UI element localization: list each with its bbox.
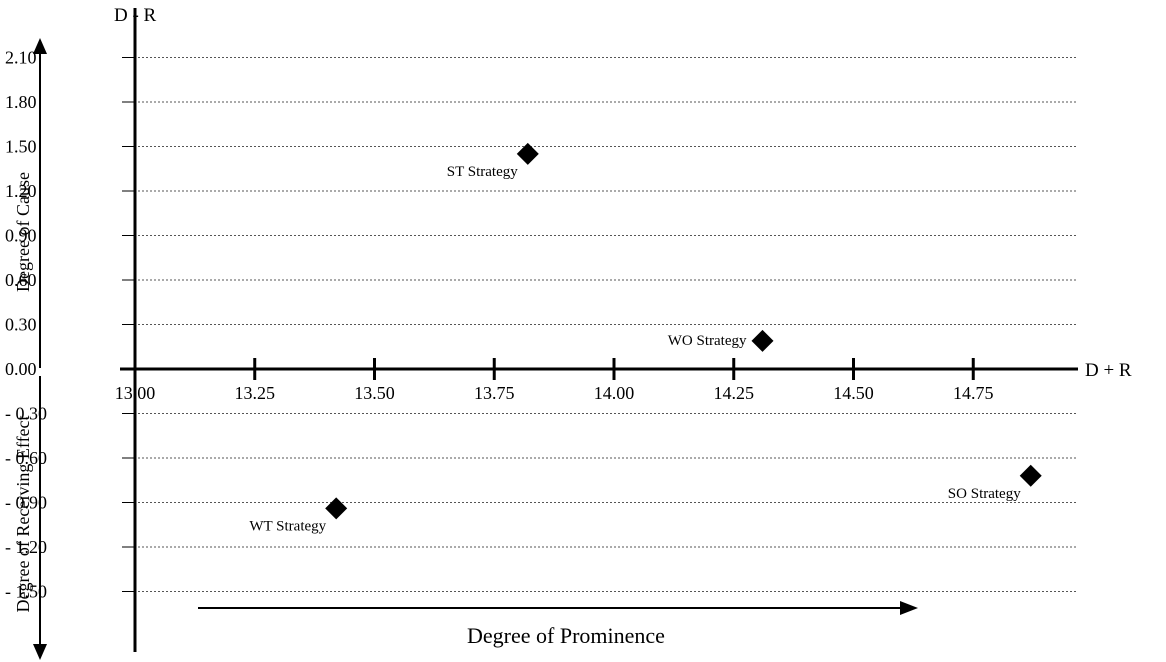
grid-lines bbox=[122, 57, 1077, 592]
degree-of-cause-indicator: Degree of Cause bbox=[13, 38, 47, 368]
degree-of-cause-label: Degree of Cause bbox=[13, 172, 33, 292]
x-tick-label: 14.75 bbox=[953, 383, 994, 403]
data-point-label: SO Strategy bbox=[948, 486, 1021, 502]
y-tick-label: 1.80 bbox=[5, 92, 37, 112]
y-tick-label: 1.50 bbox=[5, 137, 37, 157]
degree-of-prominence-label: Degree of Prominence bbox=[467, 623, 665, 648]
data-point-label: ST Strategy bbox=[447, 164, 518, 180]
y-tick-label: - 0.60 bbox=[5, 448, 47, 468]
data-point-marker bbox=[516, 142, 539, 165]
y-tick-label: 1.20 bbox=[5, 181, 37, 201]
degree-of-receiving-effect-indicator: Degree of Receiving Effect bbox=[13, 376, 47, 660]
y-tick-label: - 0.30 bbox=[5, 403, 47, 423]
x-tick-label: 13.75 bbox=[474, 383, 515, 403]
data-point-marker bbox=[325, 497, 348, 520]
x-tick-label: 14.00 bbox=[594, 383, 635, 403]
y-tick-label: 0.30 bbox=[5, 315, 37, 335]
y-tick-label: - 1.50 bbox=[5, 581, 47, 601]
degree-of-receiving-effect-label: Degree of Receiving Effect bbox=[13, 415, 33, 612]
x-tick-label: 13.25 bbox=[235, 383, 276, 403]
y-tick-label: 2.10 bbox=[5, 48, 37, 68]
y-tick-label: - 1.20 bbox=[5, 537, 47, 557]
y-tick-label: 0.60 bbox=[5, 270, 37, 290]
data-point-marker bbox=[1019, 464, 1042, 487]
y-tick-label: - 0.90 bbox=[5, 492, 47, 512]
y-tick-label: 0.00 bbox=[5, 359, 37, 379]
y-tick-labels: 2.10 1.80 1.50 1.20 0.90 0.60 0.30 0.00 - 0.30 - … bbox=[5, 48, 135, 601]
x-tick-label: 14.25 bbox=[714, 383, 755, 403]
x-tick-label: 13.00 bbox=[115, 383, 156, 403]
data-point-label: WT Strategy bbox=[249, 518, 326, 534]
x-tick-labels: 13.00 13.25 13.50 13.75 14.00 14.25 14.50 14.75 bbox=[115, 358, 994, 403]
y-tick-label: 0.90 bbox=[5, 226, 37, 246]
data-point-label: WO Strategy bbox=[668, 333, 747, 349]
axes bbox=[120, 8, 1078, 652]
x-tick-label: 14.50 bbox=[833, 383, 874, 403]
data-points: ST Strategy WO Strategy WT Strategy SO Stra… bbox=[249, 142, 1042, 534]
data-point-marker bbox=[751, 329, 774, 352]
x-tick-label: 13.50 bbox=[354, 383, 395, 403]
y-axis-name: D - R bbox=[114, 5, 157, 26]
x-axis-name: D + R bbox=[1085, 360, 1132, 381]
prominence-indicator: Degree of Prominence bbox=[198, 601, 918, 648]
